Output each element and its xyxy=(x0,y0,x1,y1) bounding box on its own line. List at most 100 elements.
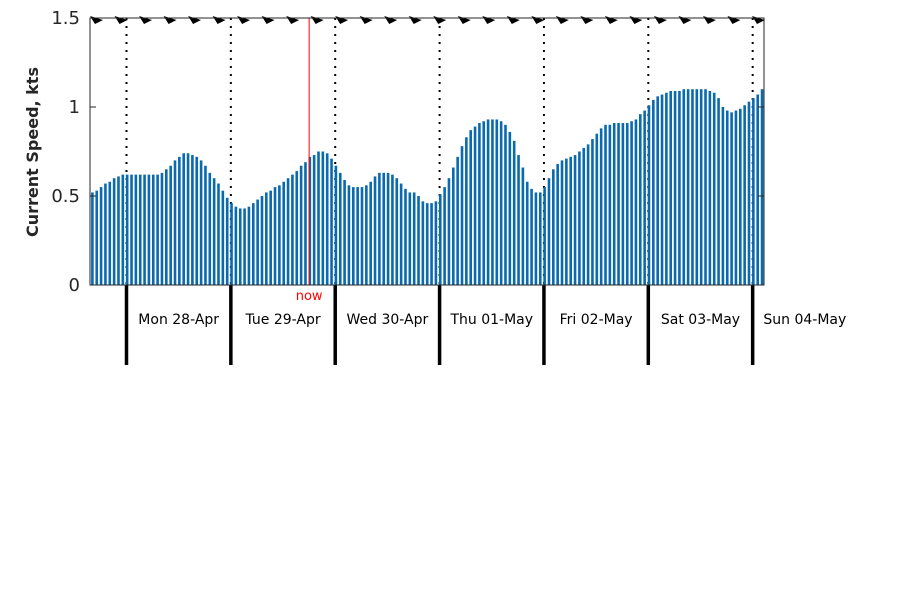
speed-bar xyxy=(673,90,677,285)
speed-bar xyxy=(234,206,238,285)
speed-bar xyxy=(147,174,151,285)
speed-bar xyxy=(330,158,333,285)
speed-bar xyxy=(208,172,212,285)
speed-bar xyxy=(321,151,325,285)
speed-bar xyxy=(299,165,303,285)
speed-bar xyxy=(447,178,451,285)
speed-bar xyxy=(182,153,186,285)
direction-arrow-icon xyxy=(653,16,667,24)
direction-arrow-icon xyxy=(310,16,324,24)
speed-bar xyxy=(308,156,312,285)
speed-bar xyxy=(399,183,403,285)
direction-arrow-icon xyxy=(408,16,422,24)
speed-bar xyxy=(334,165,338,285)
speed-bar xyxy=(547,178,551,285)
speed-bar xyxy=(438,194,442,285)
speed-bar xyxy=(165,169,168,285)
speed-bar xyxy=(669,90,673,285)
speed-bar xyxy=(417,196,420,285)
direction-arrow-icon xyxy=(482,16,496,24)
speed-bar xyxy=(473,126,477,285)
speed-bar xyxy=(382,172,386,285)
speed-bar xyxy=(708,90,712,285)
speed-bar xyxy=(760,89,764,285)
speed-bar xyxy=(221,190,225,285)
speed-bar xyxy=(238,208,242,285)
speed-bar xyxy=(199,160,203,285)
speed-bar xyxy=(560,160,564,285)
y-tick-label: 1 xyxy=(69,97,80,118)
speed-bar xyxy=(169,165,172,285)
speed-bar xyxy=(612,123,616,286)
direction-arrow-icon xyxy=(384,16,398,24)
direction-arrow-icon xyxy=(359,16,373,24)
speed-bar xyxy=(552,169,555,285)
speed-bar xyxy=(286,178,290,285)
speed-bar xyxy=(591,139,594,285)
speed-bar xyxy=(695,89,699,285)
speed-bar xyxy=(108,181,112,285)
speed-bar xyxy=(304,162,307,285)
speed-bar xyxy=(130,174,133,285)
direction-arrow-icon xyxy=(580,16,594,24)
direction-arrow-icon xyxy=(139,16,153,24)
speed-bar xyxy=(412,192,416,285)
speed-bar xyxy=(525,181,529,285)
speed-bar xyxy=(425,203,429,285)
speed-bar xyxy=(660,94,664,285)
speed-bar xyxy=(638,114,642,286)
day-label: Thu 01-May xyxy=(449,312,533,328)
speed-bar xyxy=(734,110,738,285)
speed-bar xyxy=(160,172,164,285)
speed-bar xyxy=(269,190,272,285)
speed-bar xyxy=(486,119,490,286)
speed-bar xyxy=(465,137,468,285)
speed-bar xyxy=(212,178,216,285)
speed-bar xyxy=(643,110,646,285)
speed-bar xyxy=(260,196,264,285)
plot-frame xyxy=(89,17,765,286)
speed-bar xyxy=(573,155,577,285)
speed-bar xyxy=(243,208,246,285)
speed-bar xyxy=(225,197,229,285)
speed-bar xyxy=(495,119,499,286)
y-axis-label: Current Speed, kts xyxy=(23,67,42,237)
speed-bar xyxy=(178,156,181,285)
y-tick-label: 0.5 xyxy=(51,186,80,207)
speed-bar xyxy=(369,181,372,285)
speed-bar xyxy=(586,144,590,285)
speed-bar xyxy=(582,147,586,285)
speed-bar xyxy=(186,153,190,285)
direction-arrow-icon xyxy=(188,16,202,24)
speed-bar xyxy=(556,163,559,285)
speed-bar xyxy=(704,89,707,285)
day-label: Sun 04-May xyxy=(763,312,846,328)
speed-bar xyxy=(251,203,255,285)
speed-bar xyxy=(717,98,720,285)
speed-bar xyxy=(121,174,125,285)
speed-bar xyxy=(517,155,520,285)
speed-bar xyxy=(351,187,355,285)
speed-bar xyxy=(743,105,746,285)
speed-bar xyxy=(665,92,668,285)
speed-bar xyxy=(317,151,320,285)
speed-bar xyxy=(478,123,481,286)
speed-bar xyxy=(604,124,607,285)
speed-bar xyxy=(91,192,94,285)
direction-arrow-icon xyxy=(433,16,447,24)
direction-arrow-icon xyxy=(90,16,103,24)
speed-bar xyxy=(325,153,329,285)
speed-bar xyxy=(434,201,438,285)
speed-bar xyxy=(282,181,286,285)
speed-bar xyxy=(521,167,525,285)
speed-bar xyxy=(378,172,381,285)
speed-bar xyxy=(430,203,433,285)
speed-bar xyxy=(256,199,259,285)
speed-bar xyxy=(373,176,377,285)
speed-bar xyxy=(630,121,633,286)
speed-bar xyxy=(343,179,346,285)
speed-bar xyxy=(656,96,659,285)
direction-arrow-icon xyxy=(506,16,520,24)
